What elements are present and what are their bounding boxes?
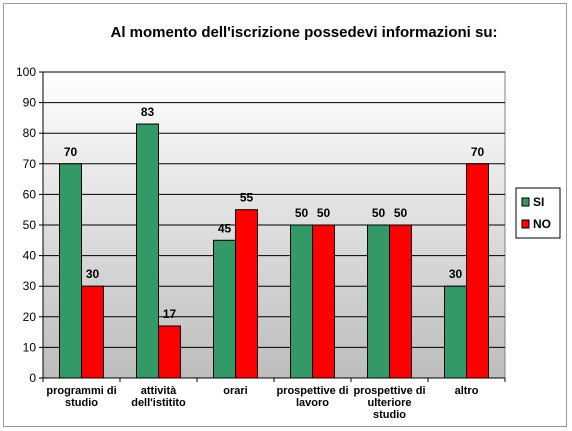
y-tick-label: 60 <box>23 187 37 201</box>
data-label: 55 <box>240 191 254 205</box>
x-category-label: prospettive di lavoro <box>276 385 348 409</box>
y-tick-label: 40 <box>23 249 37 263</box>
data-label: 45 <box>218 221 232 235</box>
bar-si <box>213 239 236 379</box>
x-category-label-line: orari <box>223 385 247 397</box>
legend-swatch-no <box>521 219 530 229</box>
data-label: 50 <box>295 206 309 220</box>
data-label: 17 <box>163 307 177 321</box>
legend-label-si: SI <box>533 195 544 209</box>
legend-swatch-si <box>521 197 530 207</box>
x-category-label-line: attività <box>141 385 177 397</box>
bar-no <box>389 224 412 379</box>
bar-no <box>158 325 181 379</box>
x-category-label-line: studio <box>65 397 98 409</box>
bar-no <box>312 224 335 379</box>
x-category-label: altro <box>455 385 479 397</box>
data-label: 50 <box>317 206 331 220</box>
y-tick-label: 30 <box>23 279 37 293</box>
y-tick-label: 90 <box>23 96 37 110</box>
x-category-label-line: prospettive di <box>276 385 348 397</box>
bar-no <box>235 209 258 379</box>
x-category-label: orari <box>223 385 247 397</box>
x-category-label: prospettive di ulteriore studio <box>353 385 425 421</box>
y-tick-label: 80 <box>23 126 37 140</box>
legend-label-no: NO <box>533 217 551 231</box>
y-tick-label: 10 <box>23 340 37 354</box>
y-tick-label: 50 <box>23 218 37 232</box>
y-tick-label: 70 <box>23 157 37 171</box>
data-label: 50 <box>394 206 408 220</box>
x-category-label: programmi di studio <box>46 385 116 409</box>
x-category-label-line: dell'istitito <box>131 397 186 409</box>
bar-si <box>290 224 313 379</box>
chart-title: Al momento dell'iscrizione possedevi inf… <box>111 24 498 41</box>
y-tick-label: 0 <box>29 371 36 385</box>
bar-si <box>59 163 82 379</box>
bar-si <box>367 224 390 379</box>
bar-si <box>136 123 159 379</box>
x-category-label: attività dell'istitito <box>131 385 186 409</box>
y-tick-label: 100 <box>16 65 36 79</box>
data-label: 30 <box>449 267 463 281</box>
bar-si <box>444 285 467 379</box>
x-category-label-line: programmi di <box>46 385 116 397</box>
bar-chart: Al momento dell'iscrizione possedevi inf… <box>16 24 561 421</box>
x-category-label-line: studio <box>373 409 406 421</box>
data-label: 50 <box>372 206 386 220</box>
data-label: 30 <box>86 267 100 281</box>
bar-no <box>81 285 104 379</box>
x-category-label-line: prospettive di <box>353 385 425 397</box>
data-label: 83 <box>141 105 155 119</box>
y-tick-label: 20 <box>23 310 37 324</box>
data-label: 70 <box>471 145 485 159</box>
x-category-label-line: altro <box>455 385 479 397</box>
bar-no <box>466 163 489 379</box>
x-category-label-line: ulteriore <box>367 397 411 409</box>
legend-box <box>515 187 561 239</box>
data-label: 70 <box>64 145 78 159</box>
x-category-label-line: lavoro <box>296 397 329 409</box>
chart-frame: Al momento dell'iscrizione possedevi inf… <box>3 3 567 427</box>
